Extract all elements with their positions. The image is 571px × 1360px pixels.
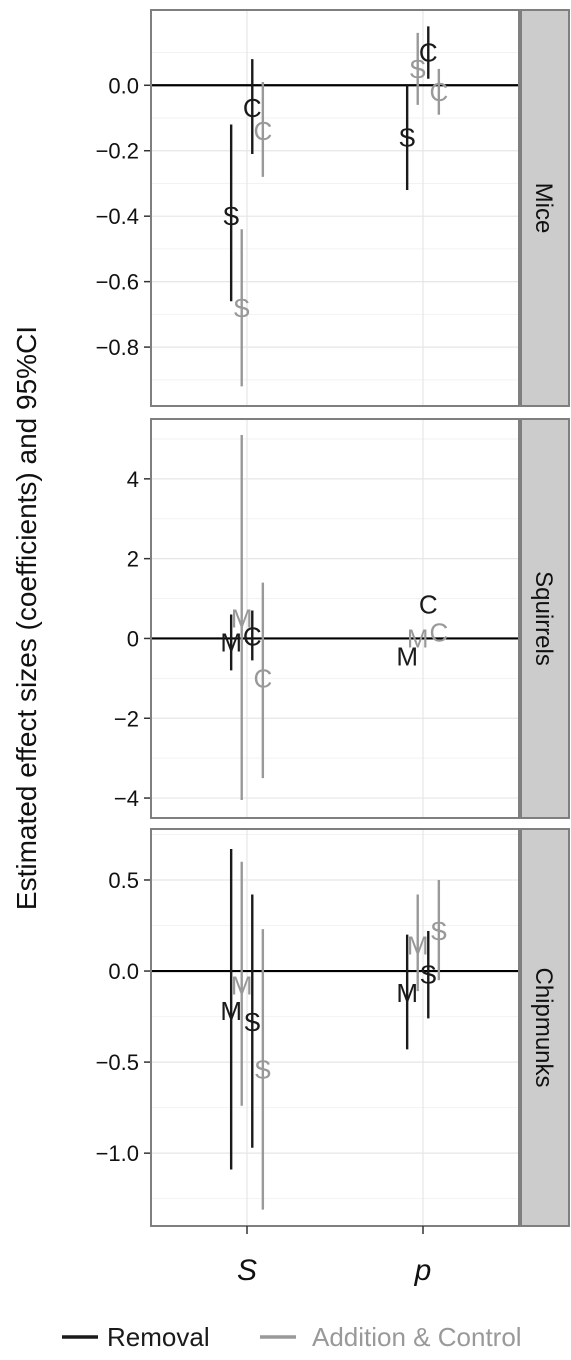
panel-border — [150, 9, 520, 407]
point-marker: M — [396, 641, 418, 671]
point-marker: S — [222, 201, 239, 231]
panel-border — [150, 418, 520, 819]
point-marker: M — [396, 978, 418, 1008]
y-tick-label: 0.5 — [108, 868, 139, 893]
y-tick-label: 2 — [127, 547, 139, 572]
point-marker: S — [254, 1054, 271, 1084]
y-tick-label: 4 — [127, 467, 139, 492]
point-marker: S — [233, 293, 250, 323]
point-marker: S — [398, 123, 415, 153]
point-marker: M — [231, 971, 253, 1001]
point-marker: C — [243, 621, 262, 651]
point-marker: C — [243, 93, 262, 123]
y-axis-label: Estimated effect sizes (coefficients) an… — [11, 326, 42, 910]
point-marker: C — [419, 590, 438, 620]
point-marker: M — [220, 627, 242, 657]
y-tick-label: −2 — [114, 706, 139, 731]
point-marker: M — [407, 623, 429, 653]
x-tick-label: p — [414, 1254, 432, 1287]
y-tick-label: −0.8 — [96, 335, 139, 360]
point-marker: S — [409, 54, 426, 84]
facet-strip — [520, 9, 570, 407]
panel-background — [151, 10, 519, 406]
point-marker: S — [430, 916, 447, 946]
point-marker: M — [231, 604, 253, 634]
legend-label: Removal — [107, 1322, 210, 1352]
point-marker: M — [407, 931, 429, 961]
facet-strip — [520, 418, 570, 819]
point-marker: C — [253, 663, 272, 693]
facet-strip-label: Mice — [530, 183, 557, 234]
point-marker: C — [429, 617, 448, 647]
point-marker: C — [429, 77, 448, 107]
point-marker: M — [220, 996, 242, 1026]
point-marker: S — [244, 1007, 261, 1037]
y-tick-label: 0.0 — [108, 73, 139, 98]
legend: Removal Addition & Control — [62, 1322, 522, 1352]
y-tick-label: −4 — [114, 786, 139, 811]
y-tick-label: −0.5 — [96, 1050, 139, 1075]
legend-label: Addition & Control — [312, 1322, 522, 1352]
point-marker: C — [419, 38, 438, 68]
y-tick-label: −0.6 — [96, 270, 139, 295]
panel-border — [150, 828, 520, 1227]
y-tick-label: −0.4 — [96, 204, 139, 229]
facet-strip — [520, 828, 570, 1227]
y-tick-label: 0 — [127, 626, 139, 651]
point-marker: S — [420, 960, 437, 990]
point-marker: C — [253, 116, 272, 146]
y-tick-label: −0.2 — [96, 139, 139, 164]
panel-background — [151, 419, 519, 818]
x-tick-label: S — [237, 1254, 257, 1287]
y-tick-label: −1.0 — [96, 1141, 139, 1166]
facet-strip-label: Chipmunks — [530, 967, 557, 1087]
panel-background — [151, 829, 519, 1226]
facet-strip-label: Squirrels — [530, 571, 557, 666]
y-tick-label: 0.0 — [108, 959, 139, 984]
